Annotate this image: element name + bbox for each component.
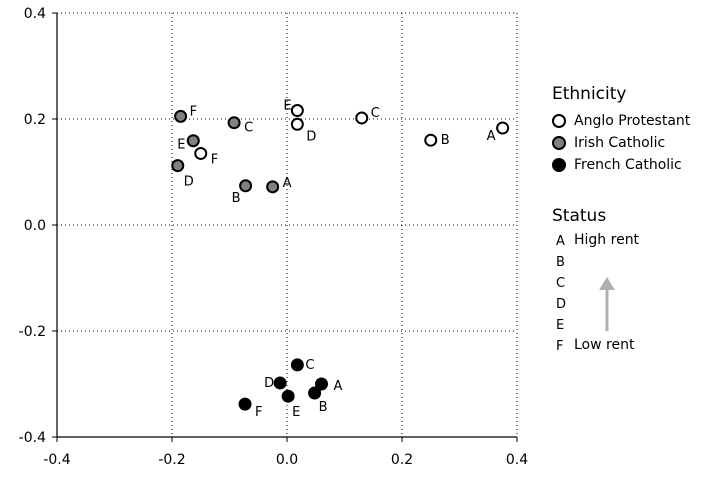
- legend-label: Irish Catholic: [574, 135, 666, 151]
- status-title: Status: [552, 206, 607, 226]
- scatter-plot: -0.4 -0.2 0.0 0.2 0.40.40.20.0-0.2-0.4 ABCDE…: [19, 6, 529, 468]
- y-tick-label: 0.4: [24, 6, 46, 22]
- x-tick-label: -0.2: [158, 452, 185, 468]
- status-row-e: E: [552, 316, 712, 337]
- data-point: [239, 179, 253, 193]
- status-letter: F: [556, 339, 564, 354]
- legend-label: Anglo Protestant: [574, 113, 691, 129]
- status-row-a: A High rent: [552, 232, 712, 253]
- point-label: D: [306, 129, 316, 144]
- point-label: A: [487, 129, 496, 144]
- status-legend: Status A High rent B C D E F Low rent: [552, 206, 712, 358]
- point-label: D: [264, 376, 274, 391]
- y-tick-label: -0.4: [19, 430, 46, 446]
- status-letter: A: [556, 234, 565, 249]
- axes: [52, 12, 518, 442]
- data-point: [315, 377, 328, 391]
- high-rent-label: High rent: [574, 232, 640, 248]
- data-point: [290, 117, 304, 131]
- status-letter: D: [556, 297, 567, 312]
- data-point: [424, 133, 438, 147]
- x-tick-label: 0.0: [276, 452, 298, 468]
- point-label: B: [319, 400, 328, 415]
- legend-label: French Catholic: [574, 157, 682, 173]
- data-point: [194, 146, 208, 160]
- up-arrow-icon: [599, 277, 615, 331]
- point-label: F: [255, 405, 262, 420]
- grid-lines: [57, 12, 518, 437]
- legend-item-french-catholic: French Catholic: [552, 154, 712, 176]
- point-label: C: [305, 358, 314, 373]
- point-label: E: [283, 99, 291, 114]
- data-point: [238, 397, 252, 411]
- point-label: F: [211, 152, 218, 167]
- data-point: [290, 358, 304, 372]
- tick-labels: -0.4 -0.2 0.0 0.2 0.4 0.4 0.2 0.0 -0.2 -0.4: [19, 6, 529, 468]
- x-tick-label: 0.4: [506, 452, 528, 468]
- point-label: E: [177, 138, 185, 153]
- data-point: [171, 159, 185, 173]
- grey-circle-icon: [552, 136, 566, 150]
- open-circle-icon: [552, 114, 566, 128]
- x-tick-label: 0.2: [391, 452, 413, 468]
- point-label: A: [283, 176, 292, 191]
- data-point: [281, 389, 295, 403]
- y-tick-label: 0.0: [24, 218, 46, 234]
- status-row-d: D: [552, 295, 712, 316]
- y-tick-label: -0.2: [19, 324, 46, 340]
- black-circle-icon: [552, 158, 566, 172]
- status-row-f: F Low rent: [552, 337, 712, 358]
- point-label: B: [232, 191, 241, 206]
- status-row-b: B: [552, 253, 712, 274]
- data-point: [273, 376, 287, 390]
- data-point: [227, 116, 241, 130]
- ethnicity-legend: Ethnicity Anglo Protestant Irish Catholi…: [552, 84, 712, 176]
- point-label: D: [184, 175, 194, 190]
- legend-item-anglo-protestant: Anglo Protestant: [552, 110, 712, 132]
- status-letter: C: [556, 276, 566, 291]
- point-label: C: [371, 106, 380, 121]
- data-point: [290, 104, 304, 118]
- legend-item-irish-catholic: Irish Catholic: [552, 132, 712, 154]
- data-point: [266, 180, 280, 194]
- x-tick-label: -0.4: [43, 452, 70, 468]
- status-letter: B: [556, 255, 565, 270]
- legend-title: Ethnicity: [552, 84, 627, 104]
- point-label: F: [190, 104, 197, 119]
- y-tick-label: 0.2: [24, 112, 46, 128]
- point-label: C: [244, 121, 253, 136]
- point-label: B: [441, 133, 450, 148]
- data-point: [496, 121, 510, 135]
- data-point: [174, 109, 188, 123]
- status-row-c: C: [552, 274, 712, 295]
- status-letter: E: [556, 318, 565, 333]
- data-point: [186, 134, 200, 148]
- point-label: A: [334, 379, 343, 394]
- data-point: [355, 111, 369, 125]
- point-label: E: [292, 405, 300, 420]
- low-rent-label: Low rent: [574, 337, 635, 353]
- data-point: [308, 386, 322, 400]
